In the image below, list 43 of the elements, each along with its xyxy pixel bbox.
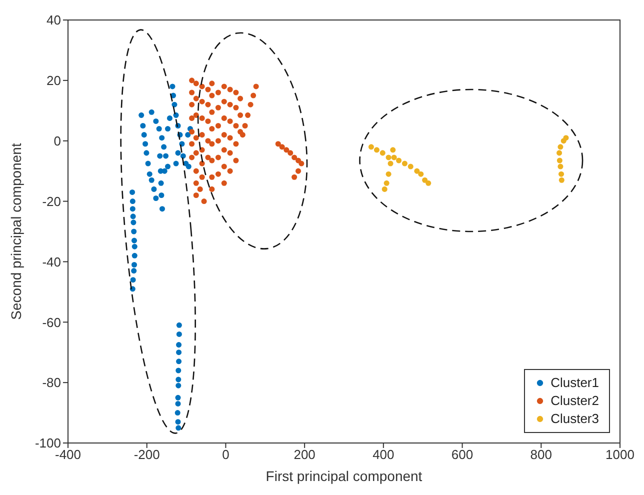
point xyxy=(558,144,564,150)
y-tick-label: 40 xyxy=(46,12,61,28)
point xyxy=(374,147,380,153)
point xyxy=(560,138,566,144)
x-tick-label: 200 xyxy=(294,447,316,462)
point xyxy=(558,164,564,170)
x-tick-label: 800 xyxy=(530,447,552,462)
y-tick-label: 0 xyxy=(54,133,61,148)
point xyxy=(422,177,428,183)
y-tick-label: 20 xyxy=(46,73,61,88)
point xyxy=(558,171,564,177)
point xyxy=(390,147,396,153)
x-tick-label: -200 xyxy=(134,447,160,462)
point xyxy=(418,171,424,177)
point xyxy=(384,180,390,186)
point xyxy=(556,158,562,164)
point xyxy=(380,150,386,156)
x-tick-label: 400 xyxy=(372,447,394,462)
point xyxy=(388,160,394,166)
point xyxy=(386,154,392,160)
x-tick-label: 1000 xyxy=(606,447,634,462)
point xyxy=(368,144,374,150)
legend-label: Cluster2 xyxy=(550,392,599,410)
point xyxy=(386,171,392,177)
point xyxy=(408,164,414,170)
y-tick-label: -20 xyxy=(42,194,61,209)
legend-label: Cluster1 xyxy=(550,374,599,392)
point xyxy=(558,177,564,183)
x-tick-label: 600 xyxy=(451,447,474,462)
y-axis-title: Second principal component xyxy=(8,143,24,320)
x-tick-label: 0 xyxy=(222,447,230,462)
point xyxy=(396,158,402,164)
point xyxy=(426,180,432,186)
point xyxy=(382,186,388,192)
y-tick-label: -80 xyxy=(42,375,61,390)
point xyxy=(414,168,420,174)
point xyxy=(391,154,397,160)
legend-label: Cluster3 xyxy=(550,410,599,428)
x-axis-title: First principal component xyxy=(266,468,422,484)
y-tick-label: -40 xyxy=(42,254,61,270)
y-tick-label: -60 xyxy=(42,314,61,330)
point xyxy=(556,150,562,156)
point xyxy=(402,160,408,166)
